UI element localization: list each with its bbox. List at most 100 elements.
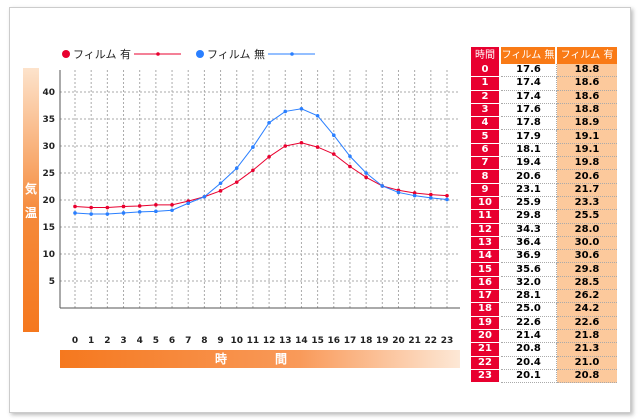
legend-marker-icon xyxy=(196,50,204,58)
table-row: 20 21.4 21.8 xyxy=(471,329,617,344)
cell-film-without: 21.4 xyxy=(501,329,557,344)
cell-film-without: 29.8 xyxy=(501,210,557,224)
cell-hour: 1 xyxy=(471,77,501,91)
cell-film-with: 23.3 xyxy=(557,196,617,211)
cell-film-without: 20.8 xyxy=(501,343,557,357)
table-row: 7 19.4 19.8 xyxy=(471,157,617,171)
cell-hour: 23 xyxy=(471,369,501,384)
y-tick-label: 40 xyxy=(42,88,55,98)
cell-film-without: 20.1 xyxy=(501,369,557,384)
y-tick-label: 30 xyxy=(42,142,55,152)
y-tick-label: 5 xyxy=(49,277,55,287)
table-row: 15 35.6 29.8 xyxy=(471,263,617,277)
table-row: 22 20.4 21.0 xyxy=(471,356,617,370)
cell-hour: 13 xyxy=(471,236,501,251)
x-tick-label: 6 xyxy=(169,336,175,346)
x-tick-label: 17 xyxy=(344,336,357,346)
table-row: 5 17.9 19.1 xyxy=(471,130,617,144)
x-tick-label: 7 xyxy=(185,336,191,346)
x-tick-label: 22 xyxy=(425,336,438,346)
cell-film-without: 17.6 xyxy=(501,103,557,118)
cell-film-with: 22.6 xyxy=(557,316,617,330)
cell-film-with: 26.2 xyxy=(557,290,617,304)
data-point xyxy=(89,205,93,210)
data-point xyxy=(283,109,288,114)
data-point xyxy=(186,201,191,206)
cell-film-without: 25.9 xyxy=(501,196,557,211)
data-point xyxy=(364,171,368,175)
data-point xyxy=(348,164,352,169)
y-tick-label: 35 xyxy=(42,115,55,125)
x-tick-label: 19 xyxy=(376,336,389,346)
data-point xyxy=(445,197,449,202)
cell-film-without: 28.1 xyxy=(501,290,557,304)
cell-film-without: 17.6 xyxy=(501,64,557,78)
x-tick-label: 18 xyxy=(360,336,373,346)
series-line xyxy=(74,142,448,209)
table-row: 13 36.4 30.0 xyxy=(471,236,617,251)
cell-film-with: 28.5 xyxy=(557,276,617,291)
cell-hour: 5 xyxy=(471,130,501,144)
series-line xyxy=(74,108,448,215)
cell-film-with: 30.6 xyxy=(557,250,617,264)
table-row: 0 17.6 18.8 xyxy=(471,64,617,78)
table-row: 12 34.3 28.0 xyxy=(471,223,617,237)
table-row: 23 20.1 20.8 xyxy=(471,369,617,384)
cell-film-with: 21.3 xyxy=(557,343,617,357)
x-tick-label: 8 xyxy=(201,336,207,346)
table-row: 4 17.8 18.9 xyxy=(471,117,617,131)
cell-film-with: 28.0 xyxy=(557,223,617,237)
cell-hour: 15 xyxy=(471,263,501,277)
legend-label: フィルム 無 xyxy=(207,47,265,61)
data-point xyxy=(299,140,304,145)
cell-hour: 6 xyxy=(471,143,501,158)
table-row: 6 18.1 19.1 xyxy=(471,143,617,158)
cell-hour: 7 xyxy=(471,157,501,171)
y-tick-label: 25 xyxy=(42,169,55,179)
data-point xyxy=(137,210,142,214)
cell-film-without: 17.9 xyxy=(501,130,557,144)
data-point xyxy=(396,190,401,195)
data-point xyxy=(234,166,239,170)
table-row: 8 20.6 20.6 xyxy=(471,170,617,184)
x-tick-label: 12 xyxy=(263,336,276,346)
cell-film-with: 30.0 xyxy=(557,236,617,251)
x-tick-label: 11 xyxy=(247,336,260,346)
cell-film-without: 18.1 xyxy=(501,143,557,158)
x-tick-label: 9 xyxy=(217,336,223,346)
header-film-without: フィルム 無 xyxy=(501,47,557,64)
cell-film-with: 19.8 xyxy=(557,157,617,171)
cell-film-with: 21.7 xyxy=(557,183,617,197)
data-point xyxy=(251,145,255,149)
table-row: 21 20.8 21.3 xyxy=(471,343,617,357)
data-point xyxy=(170,203,174,207)
cell-hour: 2 xyxy=(471,90,501,104)
legend-label: フィルム 有 xyxy=(73,47,131,61)
cell-film-with: 24.2 xyxy=(557,303,617,317)
x-tick-label: 10 xyxy=(230,336,243,346)
table-row: 10 25.9 23.3 xyxy=(471,196,617,211)
data-point xyxy=(121,211,126,215)
cell-film-with: 18.9 xyxy=(557,117,617,131)
cell-film-with: 19.1 xyxy=(557,130,617,144)
data-point xyxy=(267,155,271,159)
cell-film-without: 34.3 xyxy=(501,223,557,237)
legend-point xyxy=(156,52,160,56)
cell-film-with: 19.1 xyxy=(557,143,617,158)
data-point xyxy=(315,113,320,118)
data-point xyxy=(429,196,433,200)
x-tick-label: 16 xyxy=(328,336,341,346)
cell-film-without: 17.8 xyxy=(501,117,557,131)
data-point xyxy=(380,184,385,188)
data-point xyxy=(429,192,433,197)
data-point xyxy=(412,191,417,195)
cell-film-with: 21.0 xyxy=(557,356,617,370)
cell-film-with: 18.6 xyxy=(557,77,617,91)
data-point xyxy=(202,194,207,199)
cell-film-without: 17.4 xyxy=(501,90,557,104)
cell-hour: 10 xyxy=(471,196,501,211)
table-row: 16 32.0 28.5 xyxy=(471,276,617,291)
cell-film-with: 20.6 xyxy=(557,170,617,184)
data-point xyxy=(251,168,255,173)
cell-hour: 20 xyxy=(471,329,501,344)
